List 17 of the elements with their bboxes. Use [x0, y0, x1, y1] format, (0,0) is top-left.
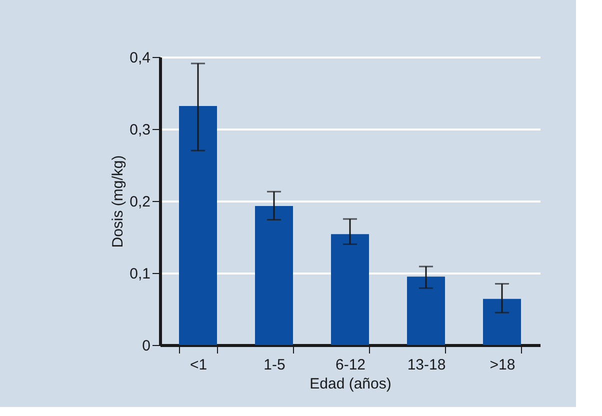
bar: [179, 106, 217, 345]
y-tick-label: 0: [142, 338, 150, 354]
x-tick-label: >18: [490, 356, 516, 374]
x-tick-label: 1-5: [264, 356, 286, 374]
x-tick-label: 6-12: [335, 356, 366, 374]
bar: [331, 234, 369, 345]
y-tick-label: 0,4: [130, 50, 150, 66]
x-tick-label: 13-18: [407, 356, 446, 374]
bar: [407, 276, 445, 345]
y-tick-label: 0,2: [130, 194, 150, 210]
bar: [255, 206, 293, 345]
y-tick-label: 0,3: [130, 122, 150, 138]
y-tick-label: 0,1: [130, 266, 150, 282]
x-axis-title: Edad (años): [310, 376, 392, 392]
y-axis-title: Dosis (mg/kg): [110, 155, 127, 248]
bar: [483, 298, 521, 345]
x-tick-label: <1: [190, 356, 208, 374]
